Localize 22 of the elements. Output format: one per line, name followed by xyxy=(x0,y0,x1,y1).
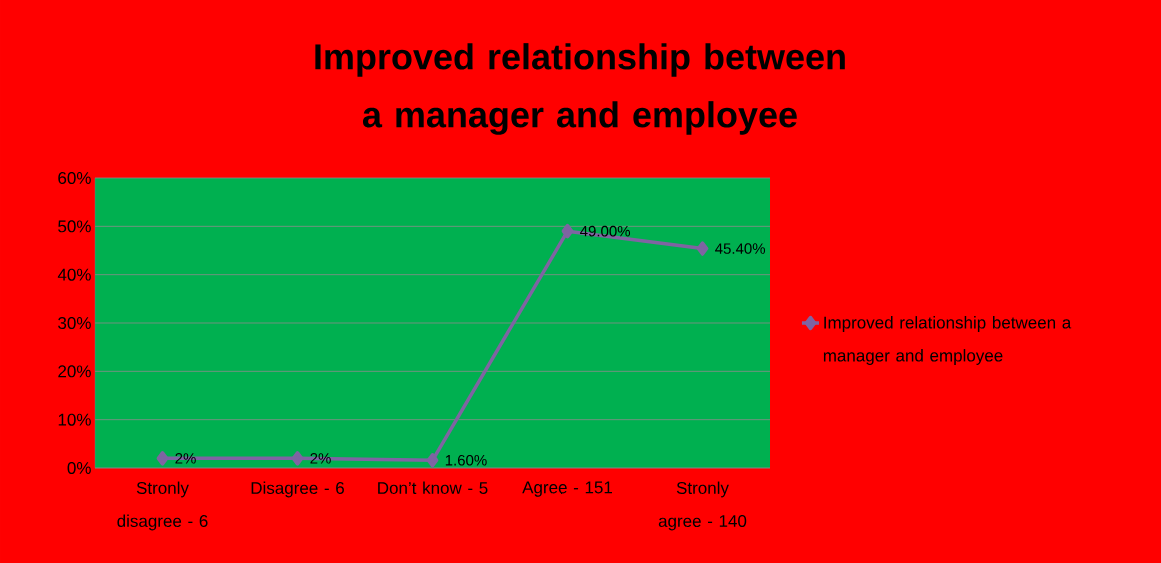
y-tick-label: 20% xyxy=(58,365,91,378)
point xyxy=(696,241,709,256)
x-tick-label: Disagree - 6 xyxy=(251,481,344,498)
y-tick-label: 0% xyxy=(67,461,91,475)
point xyxy=(426,453,439,468)
point xyxy=(156,451,169,466)
y-tick-label: 10% xyxy=(58,413,91,426)
point xyxy=(291,451,304,466)
y-tick-label: 60% xyxy=(58,171,91,185)
data-label: 1.60% xyxy=(445,454,487,466)
data-label: 45.40% xyxy=(715,243,766,254)
y-tick-label: 50% xyxy=(58,220,91,233)
y-tick-label: 30% xyxy=(58,316,91,330)
chart-title: Improved relationship between a manager and employee xyxy=(315,43,845,135)
x-tick-label: Agree - 151 xyxy=(522,481,613,497)
x-tick-label: Stronly disagree - 6 xyxy=(117,481,208,531)
x-tick-label: Stronly agree - 140 xyxy=(658,481,747,531)
point xyxy=(561,223,574,239)
legend-label: Improved relationship between a manager and employee xyxy=(823,316,1072,365)
data-label: 49.00% xyxy=(580,225,631,237)
y-tick-label: 40% xyxy=(57,268,91,281)
x-tick-label: Don’t know - 5 xyxy=(378,481,488,495)
